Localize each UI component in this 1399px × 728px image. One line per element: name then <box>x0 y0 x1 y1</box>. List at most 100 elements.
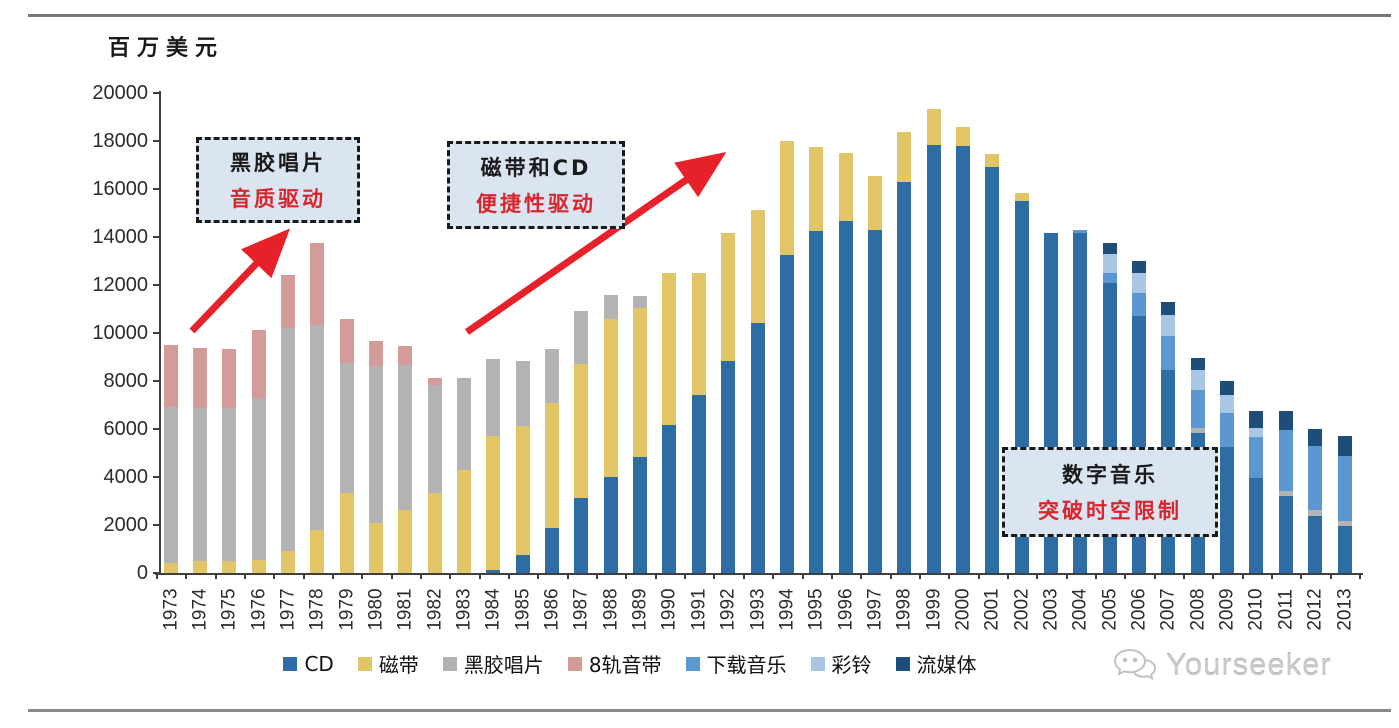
bar-segment-磁带-1990 <box>662 273 677 426</box>
legend-item-黑胶唱片: 黑胶唱片 <box>442 649 544 678</box>
bar-segment-8轨音带-1973 <box>163 345 178 408</box>
y-axis-line <box>159 91 161 575</box>
legend-item-CD: CD <box>283 652 334 676</box>
x-axis-year-label: 1986 <box>541 588 563 631</box>
x-axis-tick <box>331 573 334 579</box>
bar-segment-8轨音带-1974 <box>192 347 207 408</box>
legend-swatch <box>685 656 700 671</box>
x-axis-tick <box>889 573 892 579</box>
bar-segment-彩铃-2008 <box>1190 369 1205 390</box>
x-axis-tick <box>1153 573 1156 579</box>
bar-segment-磁带-1993 <box>750 209 765 323</box>
y-axis-tick <box>153 428 160 430</box>
bar-segment-黑胶唱片-1980 <box>368 366 383 524</box>
x-axis-year-label: 1997 <box>864 588 886 631</box>
x-axis-year-label: 2002 <box>1011 588 1033 631</box>
y-axis-tick-label: 12000 <box>92 274 148 296</box>
bar-segment-CD-1992 <box>721 361 736 573</box>
bar-segment-磁带-1994 <box>779 141 794 256</box>
x-axis-tick <box>684 573 687 579</box>
bar-segment-磁带-1982 <box>427 493 442 573</box>
bar-segment-CD-2011 <box>1278 496 1293 573</box>
bar-segment-CD-1991 <box>691 395 706 573</box>
x-axis-tick <box>654 573 657 579</box>
annotation-title: 黑胶唱片 <box>230 151 326 175</box>
bar-segment-黑胶唱片-1985 <box>515 361 530 427</box>
bar-segment-彩铃-2010 <box>1249 428 1264 438</box>
bar-segment-流媒体-2007 <box>1161 301 1176 315</box>
bar-segment-磁带-1984 <box>486 436 501 570</box>
y-axis-tick-label: 4000 <box>103 466 149 488</box>
x-axis-year-label: 2007 <box>1157 588 1179 631</box>
x-axis-tick <box>860 573 863 579</box>
bar-segment-CD-1997 <box>867 229 882 573</box>
x-axis-year-label: 2012 <box>1304 588 1326 631</box>
bar-segment-磁带-1988 <box>603 319 618 478</box>
bar-segment-CD-1994 <box>779 255 794 573</box>
bar-segment-8轨音带-1980 <box>368 341 383 367</box>
x-axis-year-label: 2005 <box>1099 588 1121 631</box>
bar-segment-流媒体-2012 <box>1308 429 1323 447</box>
x-axis-year-label: 1988 <box>600 588 622 631</box>
annotation-title: 数字音乐 <box>1062 463 1158 487</box>
bar-segment-磁带-1980 <box>368 523 383 573</box>
x-axis-tick <box>1359 573 1362 579</box>
annotation-subtitle: 音质驱动 <box>230 187 326 211</box>
bar-segment-黑胶唱片-1984 <box>486 359 501 437</box>
bar-segment-下载音乐-2008 <box>1190 389 1205 429</box>
bar-segment-CD-2013 <box>1337 526 1352 573</box>
bar-segment-磁带-2001 <box>985 153 1000 168</box>
x-axis-tick <box>537 573 540 579</box>
bar-segment-CD-2010 <box>1249 477 1264 573</box>
annotation-subtitle: 突破时空限制 <box>1038 499 1182 523</box>
x-axis-year-label: 1985 <box>512 588 534 631</box>
x-axis-tick <box>478 573 481 579</box>
y-axis-tick-label: 8000 <box>103 370 149 392</box>
y-axis-tick-label: 0 <box>136 562 148 584</box>
bar-segment-CD-1985 <box>515 554 530 573</box>
x-axis-year-label: 1978 <box>306 588 328 631</box>
legend-item-流媒体: 流媒体 <box>895 649 977 678</box>
annotation-digital-era: 数字音乐 突破时空限制 <box>1002 447 1218 537</box>
legend-swatch <box>442 656 457 671</box>
x-axis-year-label: 1976 <box>248 588 270 631</box>
x-axis-year-label: 2003 <box>1040 588 1062 631</box>
x-axis-tick <box>155 573 158 579</box>
x-axis-year-label: 1982 <box>424 588 446 631</box>
bar-segment-磁带-1999 <box>926 108 941 145</box>
bar-segment-磁带-1992 <box>721 232 736 362</box>
watermark: Yourseeker <box>1112 646 1332 684</box>
y-axis-tick-label: 18000 <box>92 130 148 152</box>
x-axis-year-label: 1977 <box>277 588 299 631</box>
y-axis-tick <box>153 188 160 190</box>
bar-segment-下载音乐-2007 <box>1161 336 1176 370</box>
watermark-text: Yourseeker <box>1166 647 1332 682</box>
y-axis-tick-label: 6000 <box>103 418 149 440</box>
x-axis-tick <box>449 573 452 579</box>
x-axis-year-label: 2006 <box>1128 588 1150 631</box>
x-axis-year-label: 1990 <box>658 588 680 631</box>
bar-segment-流媒体-2010 <box>1249 411 1264 429</box>
bar-segment-磁带-2000 <box>955 126 970 147</box>
bar-segment-流媒体-2006 <box>1132 261 1147 273</box>
x-axis-year-label: 1989 <box>629 588 651 631</box>
bar-segment-磁带-1974 <box>192 561 207 573</box>
legend-swatch <box>567 656 582 671</box>
bar-segment-CD-1986 <box>545 527 560 573</box>
bar-segment-CD-1989 <box>633 457 648 573</box>
x-axis-tick <box>801 573 804 579</box>
x-axis-tick <box>1241 573 1244 579</box>
bar-segment-黑胶唱片-1982 <box>427 384 442 494</box>
bar-segment-8轨音带-1981 <box>398 346 413 365</box>
legend-label: 磁带 <box>378 653 419 677</box>
bar-segment-流媒体-2013 <box>1337 436 1352 457</box>
bar-segment-磁带-1987 <box>574 364 589 498</box>
bar-segment-8轨音带-1979 <box>339 318 354 364</box>
legend-item-8轨音带: 8轨音带 <box>567 649 662 678</box>
x-axis-year-label: 1991 <box>688 588 710 631</box>
x-axis-year-label: 1992 <box>717 588 739 631</box>
bar-segment-CD-1998 <box>897 182 912 573</box>
bar-segment-8轨音带-1977 <box>280 274 295 328</box>
legend-swatch <box>895 656 910 671</box>
bar-segment-黑胶唱片-1973 <box>163 407 178 564</box>
